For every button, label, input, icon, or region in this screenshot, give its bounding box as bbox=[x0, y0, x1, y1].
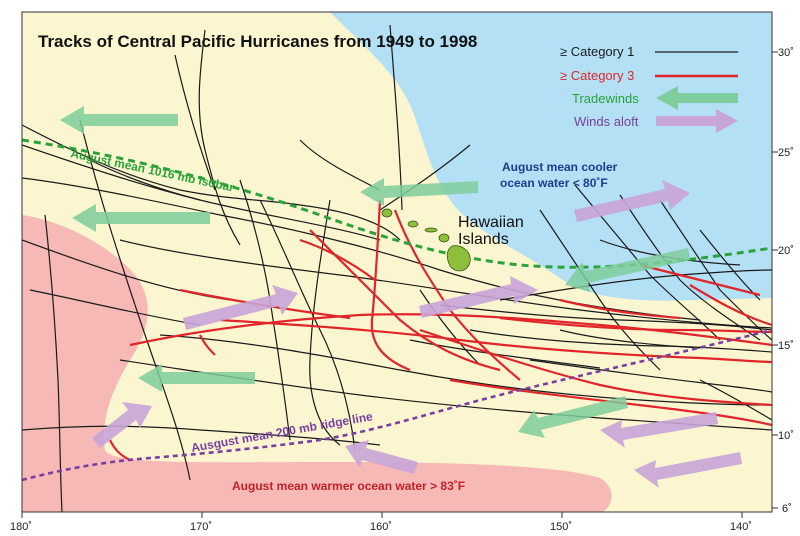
ridge-200mb-line bbox=[22, 328, 772, 482]
cat3-track bbox=[689, 284, 772, 327]
cat1-track bbox=[22, 425, 381, 446]
longitude-axis: 180˚ 170˚ 160˚ 150˚ 140˚ bbox=[10, 521, 752, 533]
lat-tick-label: 25˚ bbox=[778, 147, 794, 159]
cat3-track bbox=[499, 316, 772, 334]
lat-tick-label: 15˚ bbox=[778, 340, 794, 352]
cat1-track bbox=[198, 29, 241, 246]
molokai-island bbox=[424, 227, 438, 233]
tradewind-arrow bbox=[360, 178, 478, 206]
cat1-track bbox=[559, 329, 701, 349]
hawaiian-islands-label-line1: Hawaiian bbox=[458, 214, 524, 231]
tradewind-arrow bbox=[518, 396, 628, 438]
latitude-axis: 30˚ 25˚ 20˚ 15˚ 10˚ 6˚ bbox=[778, 47, 794, 515]
plot-area: August mean 1016 mb isobar August mean c… bbox=[22, 12, 772, 512]
cat1-track bbox=[419, 289, 481, 366]
cat1-track bbox=[469, 329, 772, 353]
legend-arrow-winds-aloft bbox=[656, 109, 738, 133]
cat1-track bbox=[499, 269, 772, 301]
cat1-track bbox=[409, 339, 601, 369]
plot-frame bbox=[21, 11, 773, 513]
lon-tick-label: 160˚ bbox=[370, 521, 392, 533]
lat-tick-label: 30˚ bbox=[778, 47, 794, 59]
winds-aloft-arrow bbox=[600, 412, 718, 448]
lon-tick-label: 180˚ bbox=[10, 521, 32, 533]
cat1-track bbox=[259, 199, 356, 451]
cat1-track bbox=[159, 334, 772, 406]
cat3-track bbox=[299, 238, 376, 281]
cat1-track bbox=[22, 124, 401, 241]
hawaiian-islands-label-line2: Islands bbox=[458, 231, 509, 248]
warm-water-label: August mean warmer ocean water > 83˚F bbox=[232, 479, 465, 493]
oahu-island bbox=[407, 220, 419, 228]
cat1-track bbox=[539, 209, 661, 371]
cat1-track bbox=[529, 359, 772, 393]
cat1-track bbox=[619, 194, 761, 341]
cool-water-region bbox=[330, 12, 772, 301]
lat-tick-label: 20˚ bbox=[778, 245, 794, 257]
lon-tick-label: 170˚ bbox=[190, 521, 212, 533]
maui-island bbox=[438, 233, 450, 243]
warm-water-region bbox=[22, 215, 612, 512]
cat1-track bbox=[699, 379, 772, 421]
tradewind-arrow bbox=[72, 204, 210, 232]
tradewind-arrow bbox=[60, 106, 178, 134]
cat3-track bbox=[370, 199, 411, 372]
legend-label-cat3: ≥ Category 3 bbox=[560, 68, 634, 83]
winds-aloft-arrow bbox=[634, 452, 742, 488]
cat3-track bbox=[639, 263, 761, 297]
winds-aloft-arrow bbox=[92, 402, 152, 448]
big-island bbox=[446, 245, 471, 272]
legend: ≥ Category 1 ≥ Category 3 Tradewinds Win… bbox=[560, 44, 738, 133]
cat3-track bbox=[559, 298, 681, 320]
lat-tick-label: 6˚ bbox=[782, 503, 792, 515]
tradewind-arrow bbox=[565, 248, 690, 292]
cat3-track bbox=[219, 318, 772, 364]
cat1-track bbox=[299, 139, 381, 191]
winds-aloft-arrows bbox=[92, 180, 742, 488]
lat-tick-label: 10˚ bbox=[778, 430, 794, 442]
winds-aloft-arrow bbox=[574, 180, 690, 222]
isobar-1016mb-line bbox=[22, 138, 772, 269]
winds-aloft-arrow bbox=[345, 440, 418, 474]
legend-label-cat1: ≥ Category 1 bbox=[560, 44, 634, 59]
cat1-track bbox=[89, 159, 201, 201]
hawaiian-islands bbox=[381, 208, 471, 272]
lon-tick-label: 140˚ bbox=[730, 521, 752, 533]
cool-water-label-line2: ocean water < 80˚F bbox=[500, 176, 608, 190]
cat1-track bbox=[29, 289, 201, 326]
cat1-track bbox=[379, 144, 471, 211]
axis-ticks bbox=[21, 51, 778, 518]
cat3-track bbox=[419, 328, 772, 407]
cat3-track bbox=[129, 313, 772, 347]
cat1-track bbox=[659, 199, 772, 341]
cat3-track bbox=[109, 439, 131, 461]
kauai-island bbox=[381, 208, 393, 218]
cat1-track bbox=[174, 54, 216, 191]
legend-arrow-tradewinds bbox=[656, 86, 738, 110]
cat1-track bbox=[439, 304, 772, 331]
cat1-track bbox=[79, 119, 191, 481]
tradewinds-arrows bbox=[60, 106, 690, 438]
winds-aloft-arrow bbox=[183, 285, 298, 330]
winds-aloft-arrow bbox=[419, 276, 538, 318]
cat3-track bbox=[449, 378, 772, 427]
cool-water-label-line1: August mean cooler bbox=[502, 160, 618, 174]
cat1-track bbox=[119, 239, 772, 329]
legend-label-winds-aloft: Winds aloft bbox=[574, 114, 639, 129]
legend-label-tradewinds: Tradewinds bbox=[572, 91, 639, 106]
cat3-track bbox=[199, 334, 216, 356]
map-title: Tracks of Central Pacific Hurricanes fro… bbox=[38, 32, 477, 51]
lon-tick-label: 150˚ bbox=[550, 521, 572, 533]
tradewind-arrow bbox=[138, 364, 255, 392]
